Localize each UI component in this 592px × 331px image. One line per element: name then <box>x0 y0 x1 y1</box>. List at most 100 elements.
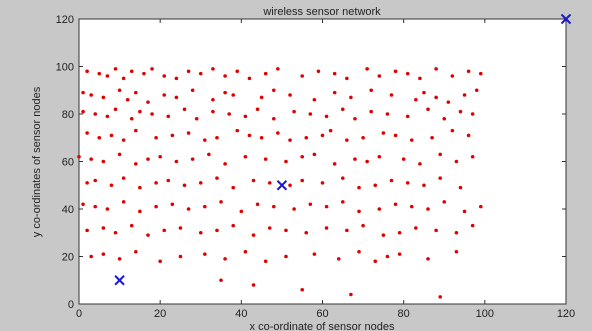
sensor-node-point <box>142 71 146 76</box>
sensor-node-point <box>381 131 386 135</box>
sensor-node-point <box>263 71 268 76</box>
sensor-node-point <box>478 71 483 76</box>
marker-stroke <box>114 275 125 286</box>
sensor-node-point <box>357 185 361 190</box>
sensor-node-point <box>389 178 394 183</box>
base-station-marker <box>114 275 125 286</box>
sensor-node-point <box>138 209 142 214</box>
sensor-node-point <box>272 116 276 121</box>
sensor-node-point <box>276 131 280 135</box>
sensor-node-point <box>320 181 325 185</box>
sensor-node-point <box>129 69 134 74</box>
x-tick-label: 0 <box>76 308 82 320</box>
sensor-node-point <box>470 223 475 228</box>
sensor-node-point <box>109 133 114 138</box>
sensor-node-point <box>170 202 175 207</box>
sensor-node-point <box>409 138 414 142</box>
sensor-node-point <box>340 176 345 180</box>
sensor-node-point <box>340 107 345 112</box>
sensor-node-point <box>129 116 134 121</box>
sensor-node-point <box>109 183 114 188</box>
sensor-node-point <box>89 254 93 259</box>
sensor-node-point <box>418 162 422 166</box>
y-tick-label: 0 <box>68 299 74 311</box>
sensor-node-point <box>312 152 317 157</box>
sensor-node-point <box>243 114 248 119</box>
sensor-node-point <box>353 157 357 161</box>
sensor-node-point <box>255 202 260 207</box>
sensor-node-point <box>223 162 227 166</box>
sensor-node-point <box>365 159 369 164</box>
y-tick-label: 40 <box>62 204 74 216</box>
sensor-node-point <box>357 249 361 254</box>
sensor-node-point <box>462 93 467 97</box>
sensor-node-point <box>150 67 154 71</box>
sensor-node-point <box>470 154 475 159</box>
sensor-node-point <box>340 200 345 204</box>
marker-stroke <box>276 180 288 191</box>
sensor-node-point <box>113 230 118 235</box>
sensor-node-point <box>438 152 442 157</box>
sensor-node-point <box>121 200 126 204</box>
sensor-node-point <box>308 112 313 116</box>
sensor-node-point <box>397 252 402 256</box>
sensor-node-point <box>231 93 236 97</box>
sensor-node-point <box>239 209 244 214</box>
sensor-node-point <box>434 95 438 100</box>
sensor-node-point <box>316 69 321 74</box>
sensor-node-point <box>369 88 374 93</box>
sensor-node-point <box>243 154 248 159</box>
sensor-node-point <box>211 67 215 71</box>
sensor-node-point <box>162 228 167 233</box>
chart-title: wireless sensor network <box>262 6 381 18</box>
x-tick-label: 20 <box>154 308 166 320</box>
sensor-node-point <box>89 93 93 97</box>
sensor-node-point <box>324 204 329 209</box>
sensor-node-point <box>353 116 357 121</box>
sensor-node-point <box>276 67 280 71</box>
sensor-node-point <box>438 176 442 180</box>
sensor-node-point <box>81 202 85 207</box>
sensor-node-point <box>300 287 305 292</box>
sensor-node-point <box>442 200 447 204</box>
sensor-node-point <box>117 152 122 157</box>
sensor-node-point <box>146 233 150 237</box>
sensor-node-point <box>312 97 317 102</box>
sensor-node-point <box>158 154 162 159</box>
sensor-node-point <box>227 112 231 116</box>
y-tick-label: 80 <box>62 109 74 121</box>
sensor-node-point <box>247 133 252 138</box>
sensor-node-point <box>365 67 369 71</box>
sensor-node-point <box>414 226 418 230</box>
sensor-node-point <box>300 154 305 159</box>
sensor-node-point <box>251 178 256 183</box>
sensor-node-point <box>385 254 390 259</box>
sensor-node-point <box>223 90 227 95</box>
sensor-node-point <box>89 157 93 161</box>
sensor-node-point <box>332 71 337 76</box>
sensor-node-point <box>81 109 85 114</box>
sensor-node-point <box>182 107 187 112</box>
sensor-node-point <box>272 88 276 93</box>
sensor-node-point <box>377 207 382 211</box>
plot-area <box>78 18 567 305</box>
sensor-node-point <box>186 207 191 211</box>
y-tick-label: 120 <box>56 14 74 26</box>
sensor-node-point <box>446 100 451 104</box>
sensor-node-point <box>393 69 398 74</box>
sensor-node-point <box>77 154 81 159</box>
base-station-marker <box>276 180 288 191</box>
sensor-node-point <box>207 152 211 157</box>
sensor-node-point <box>215 228 219 233</box>
x-tick-label: 80 <box>398 308 410 320</box>
sensor-node-point <box>454 249 459 254</box>
sensor-node-point <box>174 95 179 100</box>
sensor-node-point <box>223 257 227 261</box>
sensor-node-point <box>405 181 410 185</box>
sensor-node-point <box>97 71 102 76</box>
sensor-node-point <box>138 185 142 190</box>
sensor-node-point <box>349 292 353 297</box>
sensor-node-point <box>478 204 483 209</box>
sensor-node-point <box>288 93 292 97</box>
sensor-node-point <box>150 112 154 116</box>
